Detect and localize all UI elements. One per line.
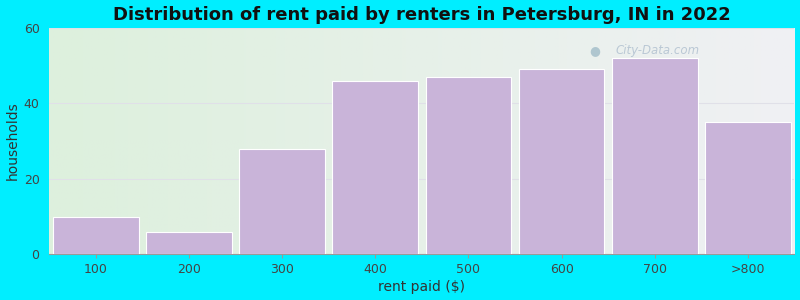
Bar [426,77,511,254]
Bar [518,69,605,254]
Title: Distribution of rent paid by renters in Petersburg, IN in 2022: Distribution of rent paid by renters in … [113,6,730,24]
X-axis label: rent paid ($): rent paid ($) [378,280,466,294]
Bar [705,122,790,254]
Text: City-Data.com: City-Data.com [616,44,700,57]
Y-axis label: households: households [6,102,19,180]
Text: ●: ● [590,44,601,57]
Bar [612,58,698,254]
Bar [53,217,138,254]
Bar [333,81,418,254]
Bar [239,148,325,254]
Bar [146,232,232,254]
